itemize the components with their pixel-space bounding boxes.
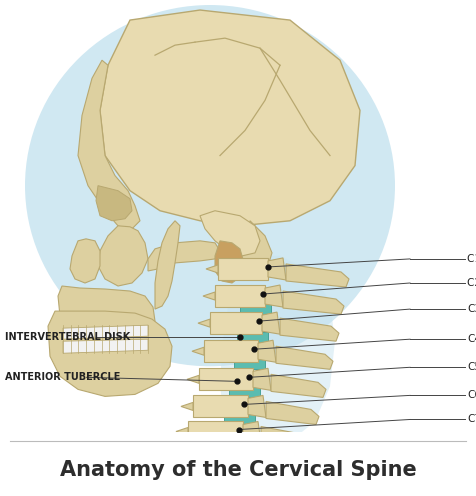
Text: C1 - Atlas: C1 - Atlas [467,254,476,264]
Text: C3: C3 [467,304,476,314]
Text: Anatomy of the Cervical Spine: Anatomy of the Cervical Spine [60,460,416,480]
Polygon shape [280,318,339,341]
Polygon shape [63,325,148,339]
Polygon shape [98,226,148,286]
Polygon shape [96,186,132,221]
Polygon shape [262,312,280,334]
Polygon shape [240,304,271,314]
Polygon shape [193,395,248,418]
Polygon shape [253,369,271,390]
Polygon shape [48,311,172,396]
Polygon shape [220,256,335,446]
Polygon shape [176,428,188,435]
Text: C2 - Axis: C2 - Axis [467,278,476,288]
Polygon shape [78,60,140,231]
Text: C5: C5 [467,362,476,372]
Polygon shape [181,402,193,411]
Polygon shape [283,291,344,314]
Polygon shape [210,312,262,334]
Polygon shape [265,285,283,307]
Polygon shape [155,221,180,309]
Polygon shape [224,415,255,425]
Polygon shape [100,10,360,226]
Polygon shape [215,241,244,283]
Polygon shape [229,387,260,397]
Polygon shape [261,427,312,449]
Polygon shape [271,374,326,397]
Polygon shape [218,258,268,280]
Polygon shape [58,286,155,339]
Text: ANTERIOR TUBERCLE: ANTERIOR TUBERCLE [5,372,120,382]
Polygon shape [70,239,100,283]
Ellipse shape [25,5,395,366]
Polygon shape [199,369,253,390]
Polygon shape [63,339,148,353]
Polygon shape [148,241,220,271]
Polygon shape [243,422,261,441]
Polygon shape [234,359,265,370]
Polygon shape [276,346,333,370]
Text: INTERVERTEBRAL DISK: INTERVERTEBRAL DISK [5,332,130,342]
Text: C4: C4 [467,334,476,344]
Polygon shape [266,401,319,425]
Polygon shape [215,285,265,307]
Polygon shape [248,395,266,418]
Text: C7: C7 [467,415,476,425]
Polygon shape [206,265,218,273]
Polygon shape [198,319,210,327]
Polygon shape [237,332,268,342]
Polygon shape [204,340,258,362]
Polygon shape [187,375,199,383]
Polygon shape [268,258,286,280]
Polygon shape [258,340,276,362]
Text: C6: C6 [467,390,476,400]
Polygon shape [188,422,243,441]
Polygon shape [200,211,260,256]
Polygon shape [286,264,349,287]
Polygon shape [203,292,215,300]
Polygon shape [238,221,272,273]
Polygon shape [192,347,204,355]
